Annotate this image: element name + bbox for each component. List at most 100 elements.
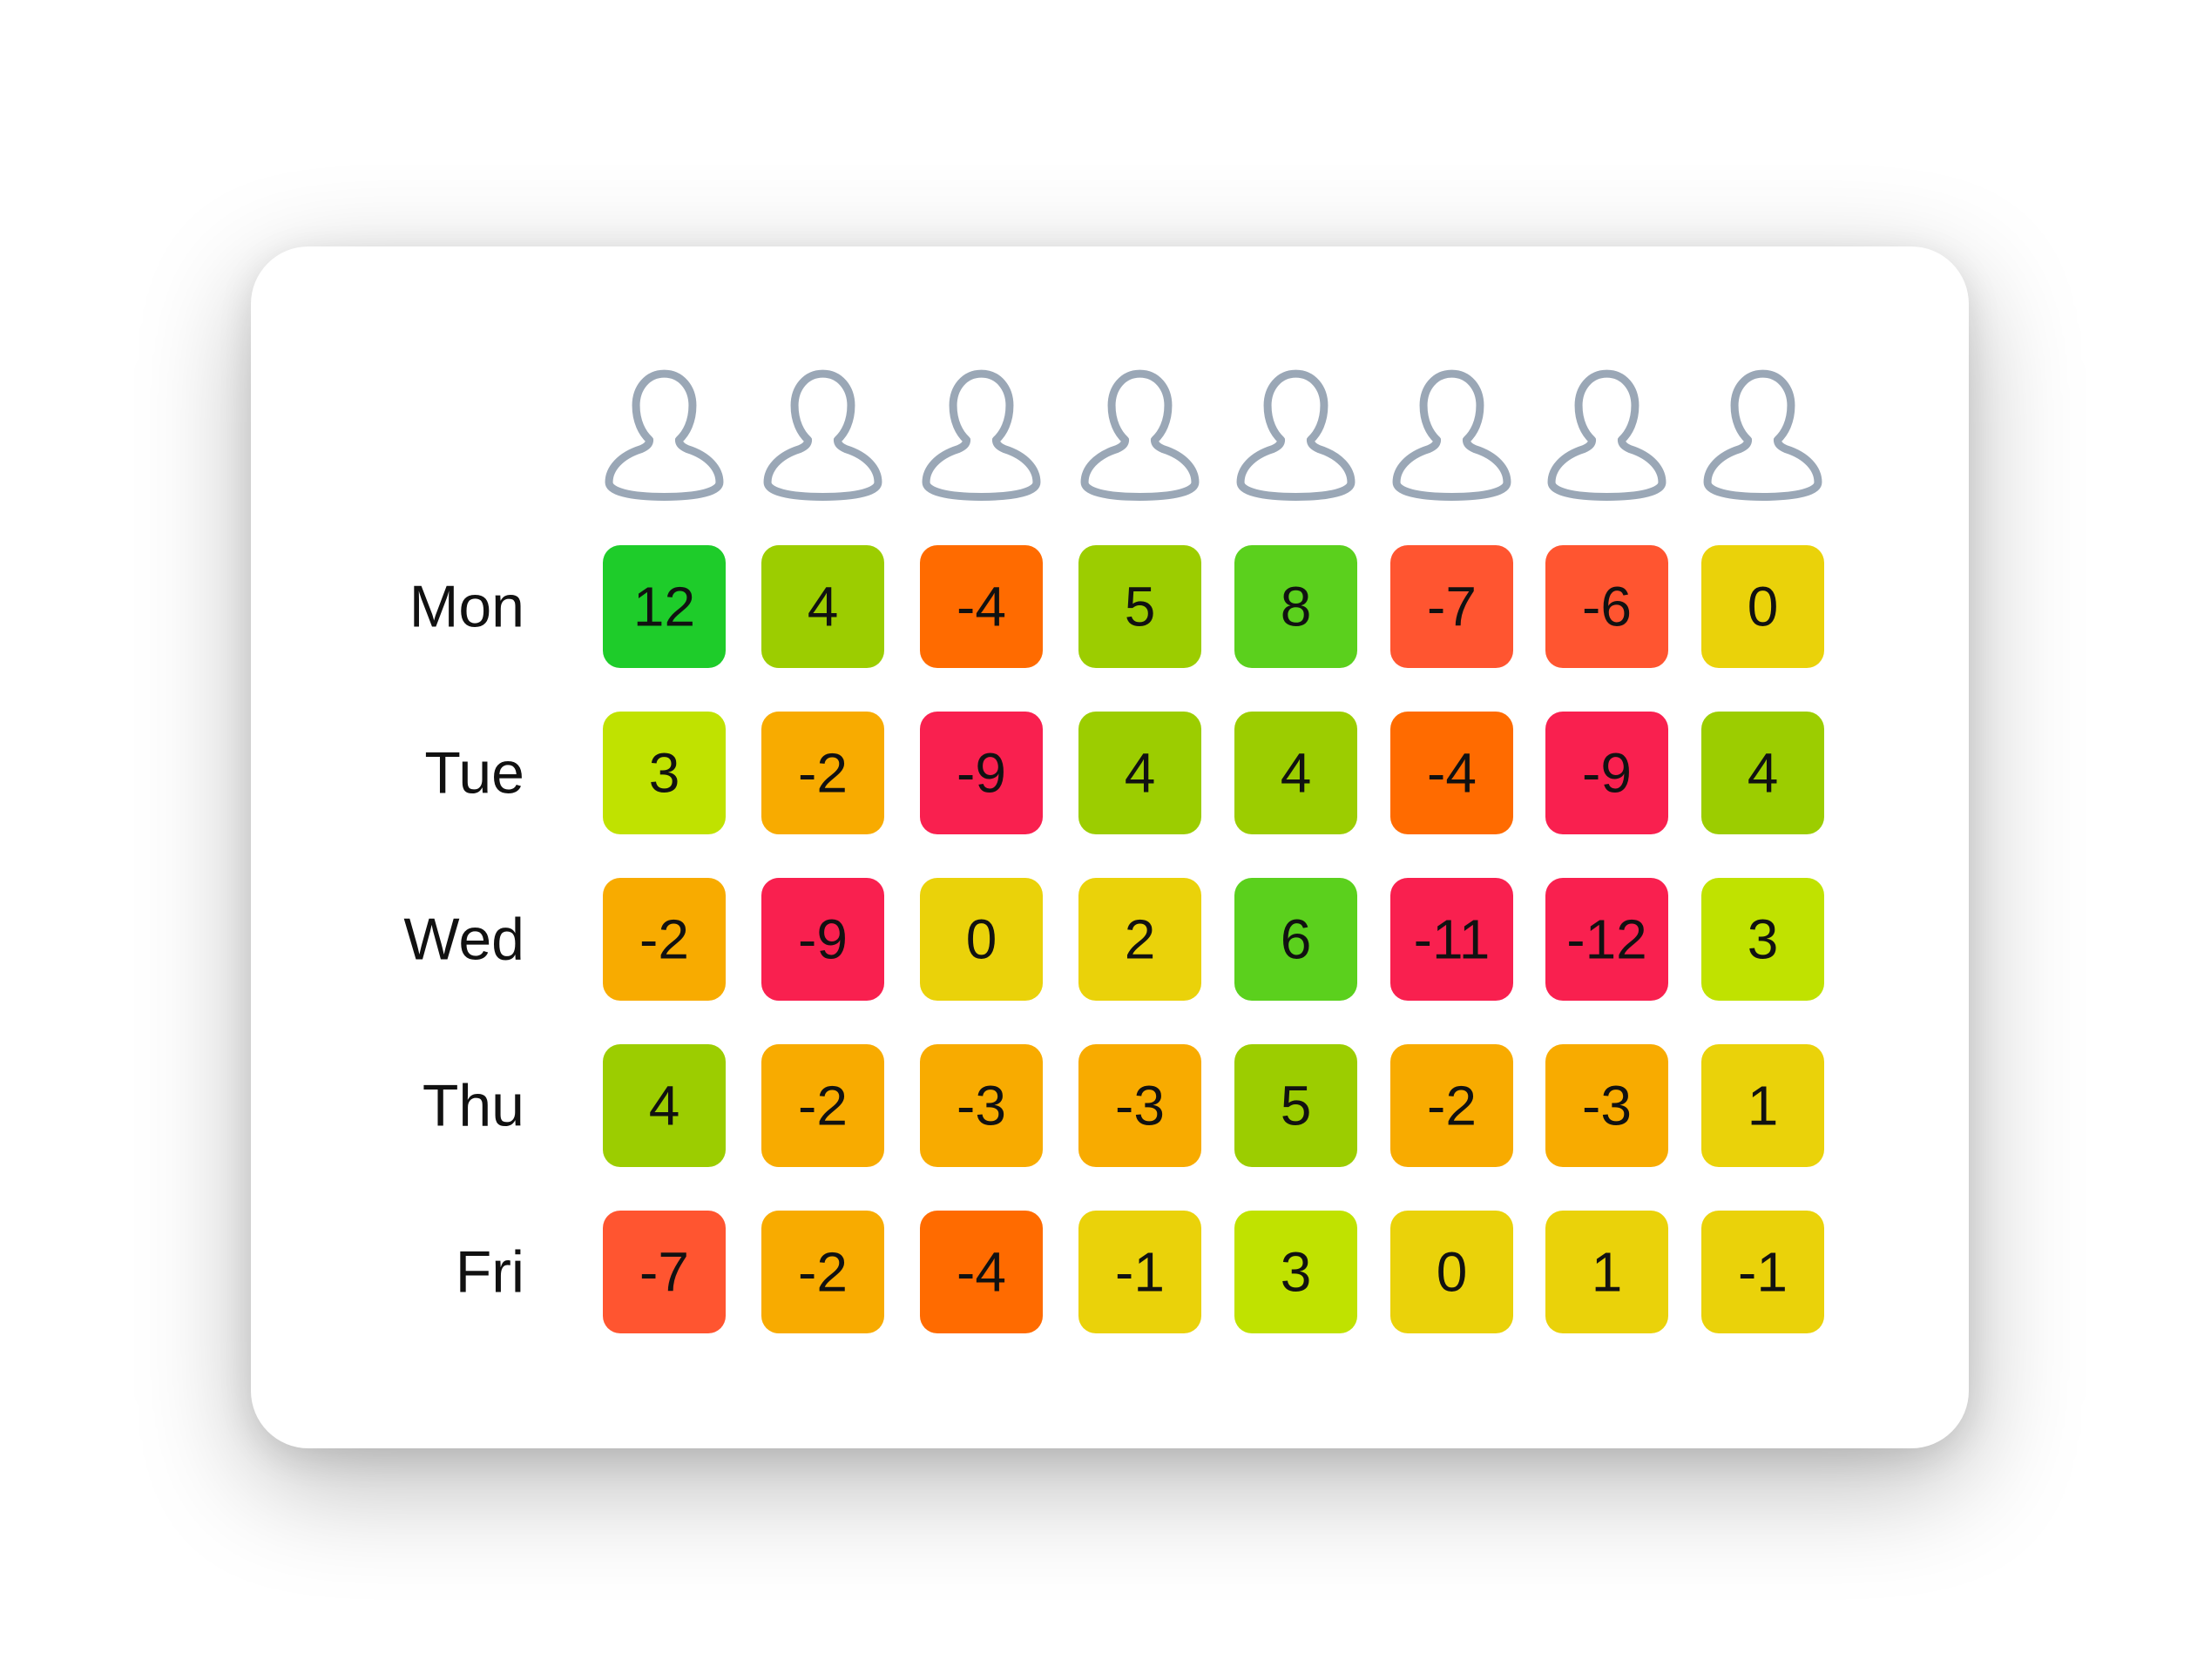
heatmap-cell-value: 4 bbox=[808, 576, 839, 638]
row-label-mon: Mon bbox=[409, 574, 524, 640]
heatmap-cell: 1 bbox=[1701, 1044, 1824, 1167]
heatmap-cell-bg bbox=[1390, 1044, 1513, 1167]
heatmap-cell-value: -3 bbox=[1582, 1075, 1632, 1137]
heatmap-cell: -4 bbox=[920, 545, 1043, 668]
heatmap-cell-bg bbox=[920, 545, 1043, 668]
heatmap-cell-bg bbox=[1701, 878, 1824, 1001]
heatmap-cell-bg bbox=[1545, 712, 1668, 834]
heatmap-cell-value: -2 bbox=[798, 1241, 848, 1304]
heatmap-cell: -1 bbox=[1078, 1211, 1201, 1333]
heatmap-cell-bg bbox=[920, 878, 1043, 1001]
heatmap-cell-value: -2 bbox=[798, 742, 848, 805]
heatmap-cells: 12 4 -4 5 8 -7 -6 03 -2 -9 4 4 -4 -9 4-2 -9 0 2 6 -11 -12 34-… bbox=[603, 545, 1824, 1333]
heatmap-cell-bg bbox=[603, 545, 726, 668]
heatmap-cell-value: 5 bbox=[1125, 576, 1156, 638]
heatmap-cell-value: 3 bbox=[649, 742, 680, 805]
heatmap-cell-bg bbox=[1545, 878, 1668, 1001]
heatmap-cell-bg bbox=[1390, 712, 1513, 834]
heatmap-cell-bg bbox=[1234, 712, 1357, 834]
heatmap-cell: 4 bbox=[1078, 712, 1201, 834]
heatmap-cell-bg bbox=[603, 712, 726, 834]
heatmap-cell-bg bbox=[603, 1044, 726, 1167]
heatmap-cell: -12 bbox=[1545, 878, 1668, 1001]
heatmap-cell-value: -4 bbox=[957, 576, 1006, 638]
row-label-fri: Fri bbox=[456, 1239, 524, 1306]
user-icon bbox=[1085, 374, 1195, 496]
heatmap-cell: 8 bbox=[1234, 545, 1357, 668]
heatmap-cell-bg bbox=[1390, 1211, 1513, 1333]
heatmap-cell-bg bbox=[1078, 545, 1201, 668]
heatmap-cell-value: -7 bbox=[1427, 576, 1477, 638]
heatmap-cell-bg bbox=[761, 878, 884, 1001]
heatmap-cell-value: 3 bbox=[1748, 908, 1779, 971]
heatmap-cell-bg bbox=[920, 712, 1043, 834]
heatmap-cell: 6 bbox=[1234, 878, 1357, 1001]
heatmap-cell-bg bbox=[1234, 545, 1357, 668]
heatmap-cell-bg bbox=[1078, 878, 1201, 1001]
heatmap-cell-bg bbox=[920, 1044, 1043, 1167]
heatmap-cell: -7 bbox=[1390, 545, 1513, 668]
heatmap-cell: -2 bbox=[1390, 1044, 1513, 1167]
heatmap-cell-value: 4 bbox=[1748, 742, 1779, 805]
heatmap-cell-value: 8 bbox=[1281, 576, 1312, 638]
heatmap-cell: 0 bbox=[1390, 1211, 1513, 1333]
heatmap-cell: 3 bbox=[603, 712, 726, 834]
heatmap-cell-bg bbox=[1701, 1211, 1824, 1333]
heatmap-cell-value: 0 bbox=[966, 908, 997, 971]
heatmap-cell-value: 5 bbox=[1281, 1075, 1312, 1137]
heatmap-cell: -2 bbox=[761, 712, 884, 834]
heatmap-cell: -3 bbox=[1078, 1044, 1201, 1167]
heatmap-cell-value: -2 bbox=[1427, 1075, 1477, 1137]
heatmap-cell-value: -4 bbox=[1427, 742, 1477, 805]
heatmap-cell-value: -2 bbox=[639, 908, 689, 971]
heatmap-cell: -6 bbox=[1545, 545, 1668, 668]
heatmap-cell: -7 bbox=[603, 1211, 726, 1333]
heatmap-cell: 4 bbox=[1701, 712, 1824, 834]
user-icon bbox=[767, 374, 878, 496]
heatmap-cell-bg bbox=[1234, 878, 1357, 1001]
heatmap-cell: 12 bbox=[603, 545, 726, 668]
heatmap-cell-bg bbox=[1701, 1044, 1824, 1167]
user-icon bbox=[1707, 374, 1818, 496]
row-labels: Mon Tue Wed Thu Fri bbox=[403, 574, 524, 1306]
row-label-wed: Wed bbox=[403, 907, 524, 973]
heatmap-cell-bg bbox=[761, 1044, 884, 1167]
heatmap-cell-value: -11 bbox=[1414, 908, 1491, 971]
heatmap-cell-value: 4 bbox=[1281, 742, 1312, 805]
heatmap-cell-bg bbox=[1078, 1211, 1201, 1333]
heatmap-cell: -3 bbox=[920, 1044, 1043, 1167]
heatmap-cell: -4 bbox=[1390, 712, 1513, 834]
heatmap-cell-value: -1 bbox=[1738, 1241, 1788, 1304]
heatmap-cell-bg bbox=[1545, 545, 1668, 668]
heatmap-cell-bg bbox=[1390, 878, 1513, 1001]
heatmap-cell: 1 bbox=[1545, 1211, 1668, 1333]
heatmap-cell-value: 0 bbox=[1437, 1241, 1468, 1304]
heatmap-cell: -1 bbox=[1701, 1211, 1824, 1333]
heatmap-cell-value: -2 bbox=[798, 1075, 848, 1137]
user-icon bbox=[1552, 374, 1662, 496]
heatmap-cell: -2 bbox=[761, 1044, 884, 1167]
heatmap-cell-bg bbox=[920, 1211, 1043, 1333]
row-label-thu: Thu bbox=[423, 1073, 524, 1139]
row-label-tue: Tue bbox=[424, 740, 524, 806]
heatmap-cell-value: 6 bbox=[1281, 908, 1312, 971]
heatmap-cell-value: -9 bbox=[1582, 742, 1632, 805]
heatmap-cell-value: -4 bbox=[957, 1241, 1006, 1304]
heatmap-cell-bg bbox=[761, 712, 884, 834]
heatmap-cell: 5 bbox=[1078, 545, 1201, 668]
heatmap-cell-bg bbox=[761, 1211, 884, 1333]
heatmap-cell-value: -3 bbox=[1115, 1075, 1165, 1137]
heatmap-cell: 2 bbox=[1078, 878, 1201, 1001]
heatmap-cell: -3 bbox=[1545, 1044, 1668, 1167]
heatmap-cell: -4 bbox=[920, 1211, 1043, 1333]
heatmap-cell-bg bbox=[1545, 1044, 1668, 1167]
heatmap-cell: -11 bbox=[1390, 878, 1513, 1001]
heatmap-cell-bg bbox=[1390, 545, 1513, 668]
heatmap-cell-value: -3 bbox=[957, 1075, 1006, 1137]
heatmap-cell-value: -9 bbox=[957, 742, 1006, 805]
heatmap-cell-value: 1 bbox=[1748, 1075, 1779, 1137]
user-icon bbox=[1241, 374, 1351, 496]
user-icon bbox=[609, 374, 720, 496]
heatmap-cell-bg bbox=[603, 878, 726, 1001]
